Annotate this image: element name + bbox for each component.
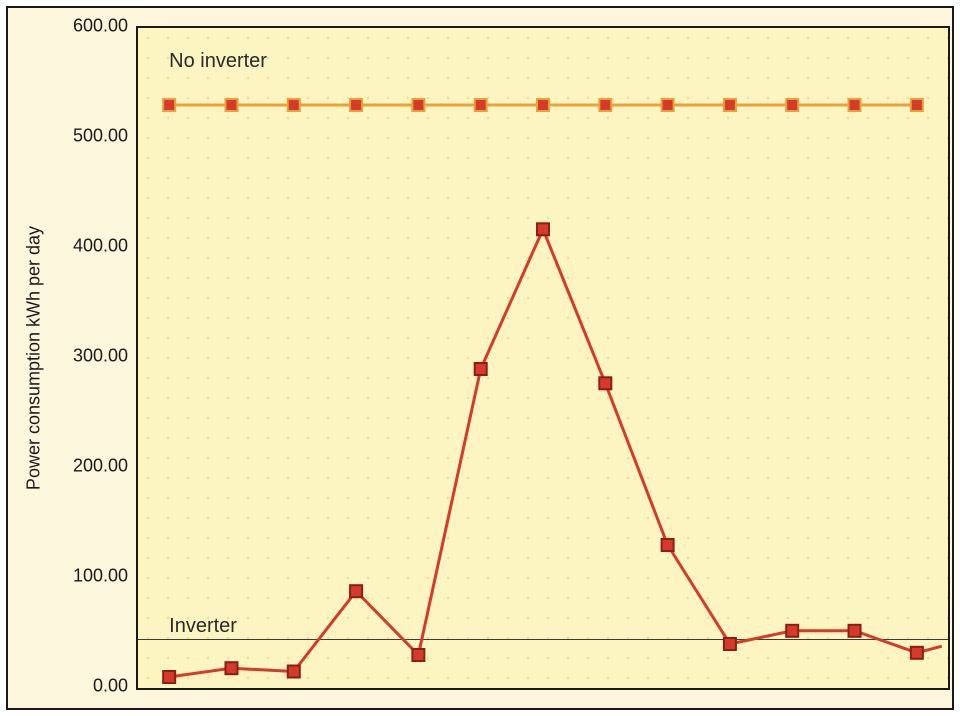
series-marker: [724, 638, 736, 650]
series-marker: [537, 223, 549, 235]
x-tick-mark: [916, 688, 918, 690]
series-marker: [662, 99, 674, 111]
x-tick-mark: [355, 688, 357, 690]
x-tick-mark: [854, 688, 856, 690]
series-marker: [412, 99, 424, 111]
series-marker: [724, 99, 736, 111]
x-tick-mark: [480, 688, 482, 690]
series-marker: [662, 539, 674, 551]
series-marker: [225, 99, 237, 111]
series-marker: [911, 647, 923, 659]
x-tick-mark: [168, 688, 170, 690]
series-label-no-inverter: No inverter: [169, 50, 267, 73]
y-tick-label: 400.00: [48, 236, 128, 257]
y-tick-label: 100.00: [48, 566, 128, 587]
series-marker: [350, 99, 362, 111]
series-marker: [350, 585, 362, 597]
y-tick-label: 600.00: [48, 16, 128, 37]
x-tick-mark: [417, 688, 419, 690]
chart-frame: Power consumption kWh per day 0.00 100.00…: [6, 6, 954, 710]
x-tick-mark: [293, 688, 295, 690]
y-tick-label: 300.00: [48, 346, 128, 367]
series-marker: [537, 99, 549, 111]
y-axis-label: Power consumption kWh per day: [24, 226, 45, 490]
series-marker: [163, 99, 175, 111]
y-tick-label: 200.00: [48, 456, 128, 477]
x-tick-mark: [604, 688, 606, 690]
y-tick-label: 0.00: [48, 676, 128, 697]
series-marker: [786, 625, 798, 637]
series-marker: [288, 99, 300, 111]
series-marker: [288, 666, 300, 678]
x-tick-mark: [791, 688, 793, 690]
series-marker: [412, 649, 424, 661]
series-marker: [849, 99, 861, 111]
series-marker: [911, 99, 923, 111]
series-svg: [138, 28, 948, 688]
x-tick-mark: [230, 688, 232, 690]
series-marker: [163, 671, 175, 683]
series-marker: [475, 99, 487, 111]
series-marker: [599, 377, 611, 389]
series-marker: [225, 662, 237, 674]
series-marker: [599, 99, 611, 111]
series-marker: [849, 625, 861, 637]
chart-page: Power consumption kWh per day 0.00 100.00…: [0, 0, 960, 716]
x-tick-mark: [542, 688, 544, 690]
series-label-inverter: Inverter: [169, 615, 237, 638]
series-line: [169, 229, 942, 677]
plot-area: No inverter Inverter: [136, 26, 950, 690]
y-tick-label: 500.00: [48, 126, 128, 147]
series-marker: [475, 363, 487, 375]
x-tick-mark: [667, 688, 669, 690]
x-tick-mark: [729, 688, 731, 690]
series-marker: [786, 99, 798, 111]
